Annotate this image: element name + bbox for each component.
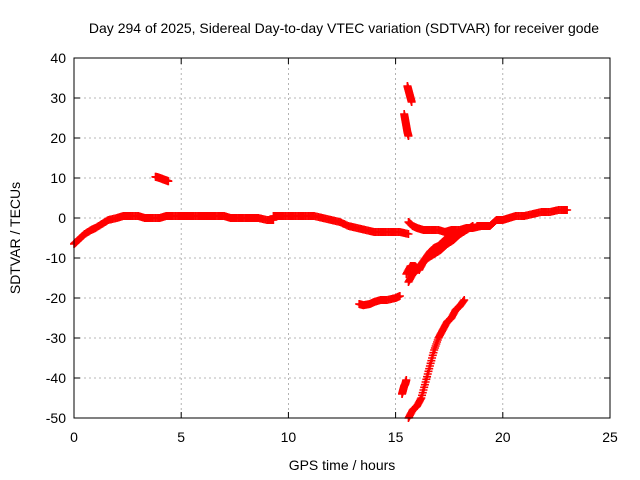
y-tick-label: 40 <box>50 50 66 66</box>
y-tick-label: 30 <box>50 90 66 106</box>
series-tail-trace <box>473 206 572 230</box>
series-main-trace <box>70 212 278 248</box>
x-axis-ticks: 0 5 10 15 20 25 <box>70 58 618 445</box>
y-tick-label: 20 <box>50 130 66 146</box>
data-marks <box>70 82 572 422</box>
series-arc-right-mid <box>404 228 464 286</box>
data-point <box>404 132 413 140</box>
y-tick-label: -10 <box>46 250 66 266</box>
data-point <box>563 206 572 214</box>
series-arc-mid <box>400 110 413 140</box>
y-tick-label: -30 <box>46 330 66 346</box>
series-short-arc-10 <box>151 172 173 186</box>
data-point <box>395 292 404 300</box>
data-point <box>460 296 469 304</box>
y-axis-label: SDTVAR / TECUs <box>7 182 23 294</box>
data-point <box>407 98 416 106</box>
series-arc-steep <box>404 296 469 422</box>
y-tick-label: -40 <box>46 370 66 386</box>
data-point <box>455 228 464 236</box>
y-tick-label: -50 <box>46 410 66 426</box>
y-tick-label: 0 <box>58 210 66 226</box>
y-axis-ticks: -50 -40 -30 -20 -10 0 10 20 30 40 <box>46 50 610 426</box>
series-arc-minus21 <box>355 292 404 310</box>
chart-title: Day 294 of 2025, Sidereal Day-to-day VTE… <box>89 20 599 36</box>
plot-frame <box>73 57 611 419</box>
series-arc-high <box>403 82 416 106</box>
x-axis-label: GPS time / hours <box>289 457 396 473</box>
series-arc-minus40 <box>398 376 411 398</box>
series-main-trace-2 <box>269 212 413 238</box>
y-tick-label: -20 <box>46 290 66 306</box>
x-tick-label: 0 <box>70 429 78 445</box>
x-tick-label: 10 <box>281 429 297 445</box>
data-point <box>402 376 411 384</box>
x-tick-label: 25 <box>602 429 618 445</box>
data-point <box>164 177 173 186</box>
grid-lines <box>74 58 610 418</box>
x-tick-label: 20 <box>495 429 511 445</box>
data-point <box>404 230 413 238</box>
x-tick-label: 5 <box>177 429 185 445</box>
x-tick-label: 15 <box>388 429 404 445</box>
y-tick-label: 10 <box>50 170 66 186</box>
